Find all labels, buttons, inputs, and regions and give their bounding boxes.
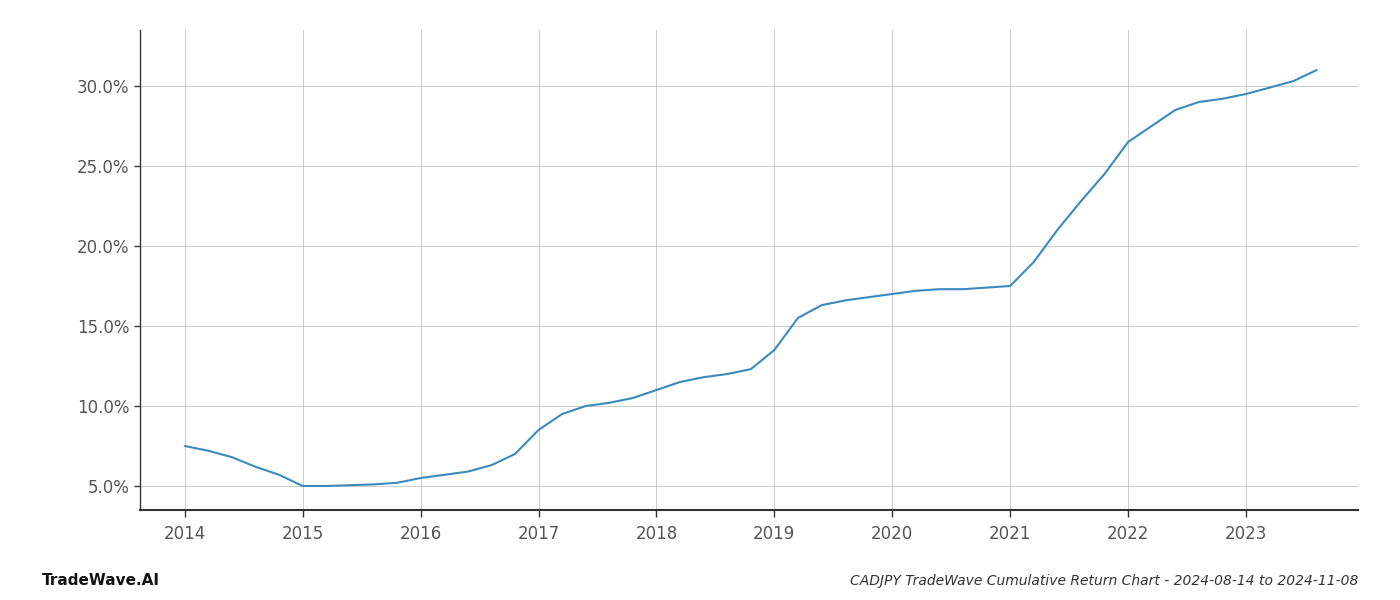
Text: TradeWave.AI: TradeWave.AI: [42, 573, 160, 588]
Text: CADJPY TradeWave Cumulative Return Chart - 2024-08-14 to 2024-11-08: CADJPY TradeWave Cumulative Return Chart…: [850, 574, 1358, 588]
